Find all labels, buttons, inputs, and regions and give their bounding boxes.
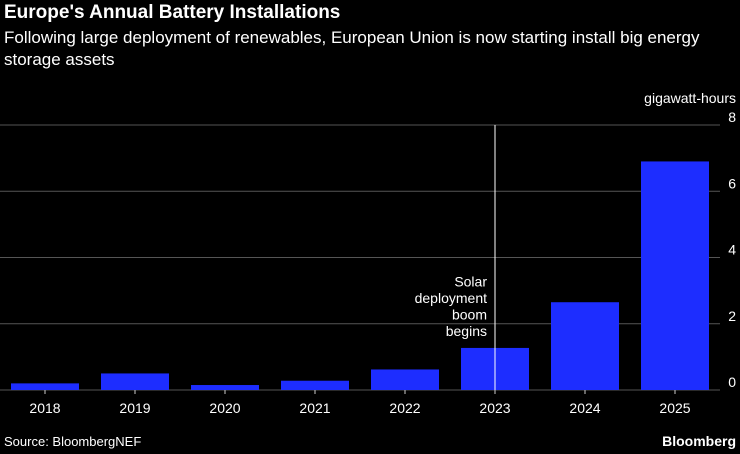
x-tick-label: 2024 [569, 400, 600, 416]
chart-subtitle: Following large deployment of renewables… [4, 28, 700, 69]
x-tick-label: 2025 [659, 400, 690, 416]
bar [641, 161, 709, 390]
bar [101, 373, 169, 390]
x-tick-label: 2021 [299, 400, 330, 416]
bar [371, 369, 439, 390]
annotation-text: Solar [454, 274, 487, 290]
bar [281, 380, 349, 390]
bloomberg-logo: Bloomberg [662, 433, 736, 449]
y-tick-label: 4 [728, 242, 736, 258]
y-tick-label: 0 [728, 374, 736, 390]
y-unit-label: gigawatt-hours [644, 90, 736, 106]
annotation-text: boom [452, 307, 487, 323]
x-tick-label: 2023 [479, 400, 510, 416]
x-tick-label: 2020 [209, 400, 240, 416]
bar [11, 383, 79, 390]
source-note: Source: BloombergNEF [4, 434, 142, 449]
y-tick-label: 2 [728, 308, 736, 324]
x-tick-label: 2018 [29, 400, 60, 416]
annotation-text: begins [446, 323, 487, 339]
bar [551, 302, 619, 390]
y-tick-label: 6 [728, 175, 736, 191]
x-tick-label: 2022 [389, 400, 420, 416]
bar [191, 385, 259, 390]
annotation-text: deployment [415, 290, 487, 306]
x-tick-label: 2019 [119, 400, 150, 416]
chart-title: Europe's Annual Battery Installations [4, 2, 341, 23]
y-tick-label: 8 [728, 109, 736, 125]
